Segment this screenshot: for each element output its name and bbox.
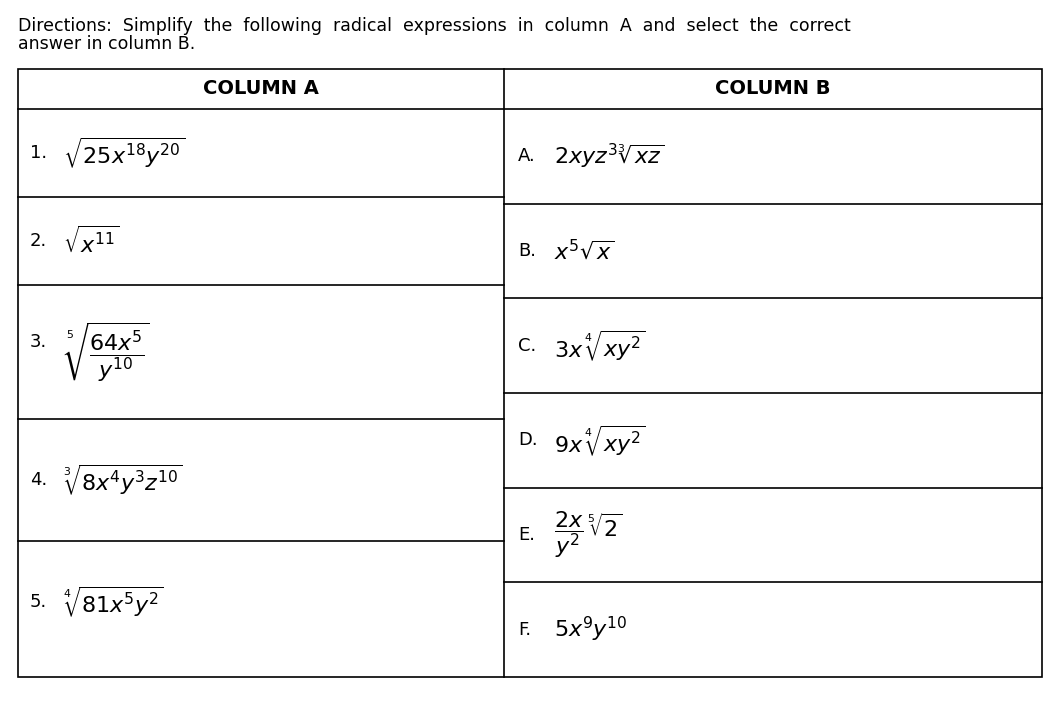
- Text: $9x\,\sqrt[4]{xy^{2}}$: $9x\,\sqrt[4]{xy^{2}}$: [554, 423, 646, 457]
- Text: F.: F.: [518, 621, 531, 639]
- Text: $\sqrt[4]{81x^{5}y^{2}}$: $\sqrt[4]{81x^{5}y^{2}}$: [63, 584, 163, 619]
- Text: $\dfrac{2x}{y^{2}}\,\sqrt[5]{2}$: $\dfrac{2x}{y^{2}}\,\sqrt[5]{2}$: [554, 510, 623, 560]
- Text: $x^{5}\sqrt{x}$: $x^{5}\sqrt{x}$: [554, 239, 614, 263]
- Text: $5x^{9}y^{10}$: $5x^{9}y^{10}$: [554, 615, 628, 645]
- Text: 1.: 1.: [30, 144, 47, 162]
- Text: C.: C.: [518, 337, 536, 355]
- Text: $3x\,\sqrt[4]{xy^{2}}$: $3x\,\sqrt[4]{xy^{2}}$: [554, 328, 646, 363]
- Text: $\sqrt[3]{8x^{4}y^{3}z^{10}}$: $\sqrt[3]{8x^{4}y^{3}z^{10}}$: [63, 462, 182, 497]
- Text: answer in column B.: answer in column B.: [18, 35, 195, 53]
- Text: D.: D.: [518, 432, 537, 450]
- Text: $\sqrt{x^{11}}$: $\sqrt{x^{11}}$: [63, 225, 120, 257]
- Text: $\sqrt[5]{\dfrac{64x^{5}}{y^{10}}}$: $\sqrt[5]{\dfrac{64x^{5}}{y^{10}}}$: [63, 320, 149, 384]
- Text: Directions:  Simplify  the  following  radical  expressions  in  column  A  and : Directions: Simplify the following radic…: [18, 17, 851, 35]
- Text: COLUMN A: COLUMN A: [204, 80, 319, 98]
- Text: E.: E.: [518, 526, 535, 544]
- Text: A.: A.: [518, 147, 535, 166]
- Text: 5.: 5.: [30, 593, 48, 611]
- Bar: [18, 69, 1042, 677]
- Text: B.: B.: [518, 242, 536, 260]
- Text: 4.: 4.: [30, 470, 48, 488]
- Text: 2.: 2.: [30, 232, 48, 250]
- Text: $2xyz^{3}\sqrt[3]{xz}$: $2xyz^{3}\sqrt[3]{xz}$: [554, 142, 664, 171]
- Text: COLUMN B: COLUMN B: [716, 80, 831, 98]
- Text: $\sqrt{25x^{18}y^{20}}$: $\sqrt{25x^{18}y^{20}}$: [63, 136, 186, 171]
- Text: 3.: 3.: [30, 333, 48, 351]
